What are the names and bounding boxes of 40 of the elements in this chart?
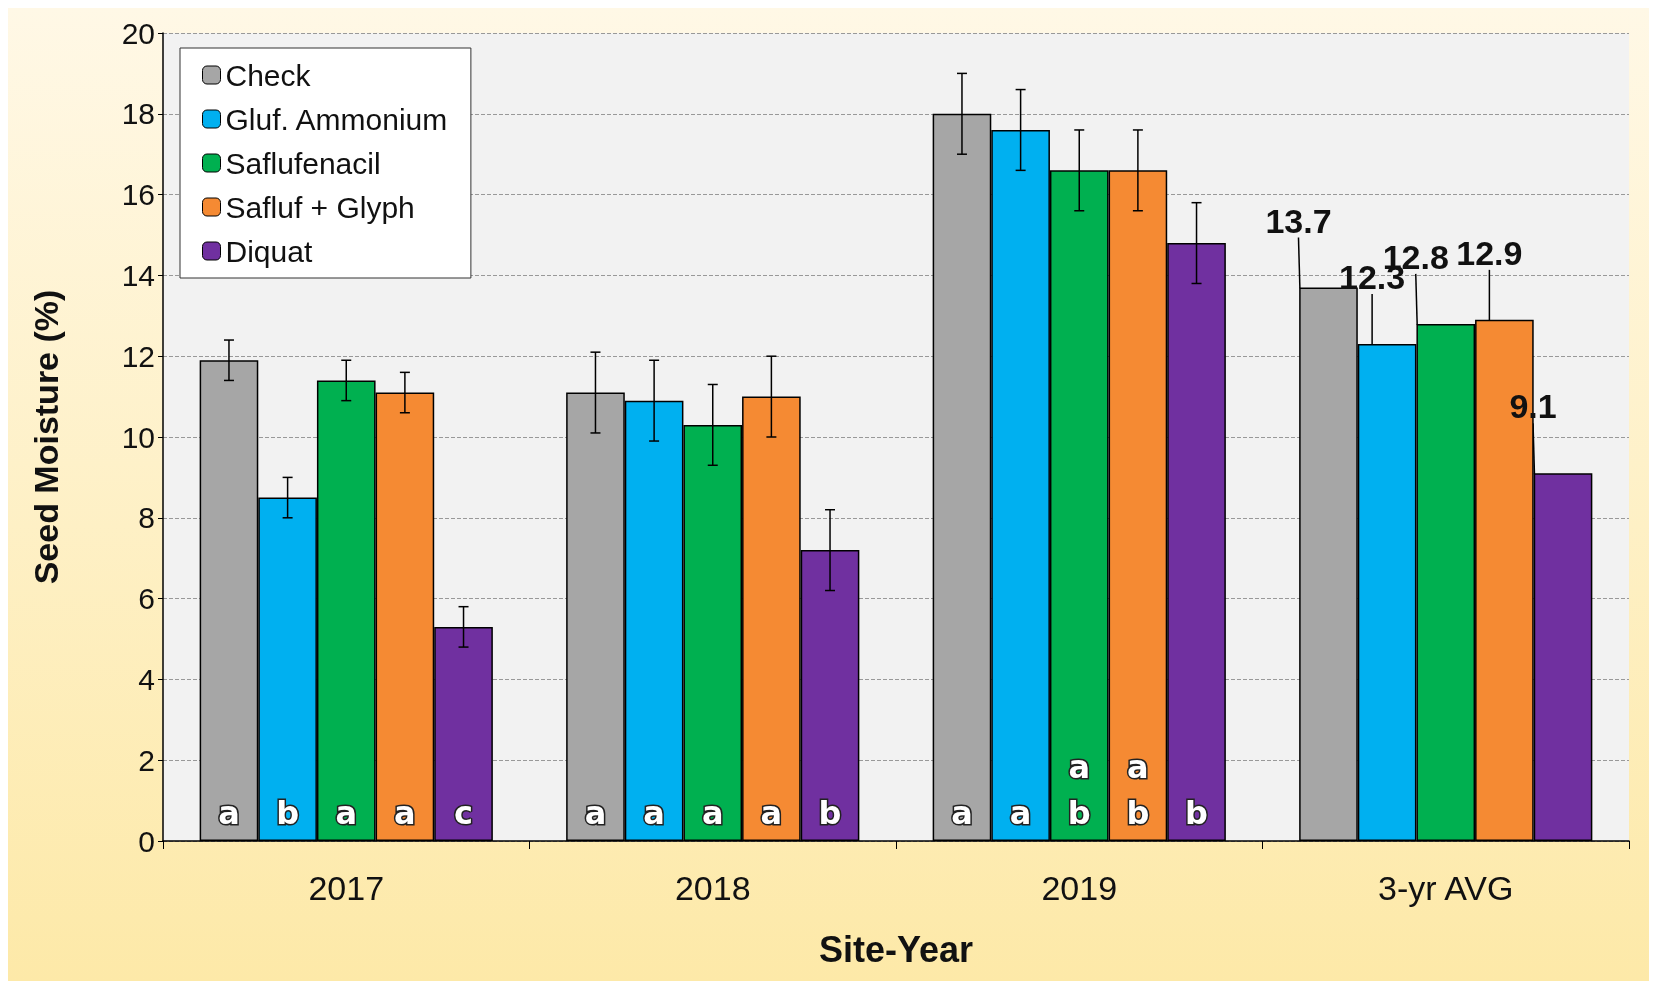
data-label: b <box>276 794 300 832</box>
data-label: a <box>218 794 240 832</box>
data-label: a <box>951 794 973 832</box>
y-tick-label: 18 <box>121 97 155 131</box>
data-label: a <box>643 794 665 832</box>
data-label: a <box>701 794 724 832</box>
data-label: b <box>818 794 842 832</box>
y-tick-label: 10 <box>121 420 155 454</box>
y-tick-label: 2 <box>138 743 155 777</box>
data-label: a <box>760 794 783 832</box>
x-tick-label: 2018 <box>674 869 751 907</box>
y-tick-label: 14 <box>121 258 155 292</box>
x-axis-title: Site-Year <box>818 928 974 970</box>
data-label: c <box>454 794 474 832</box>
data-label: 9.1 <box>1509 387 1557 426</box>
data-label: a b <box>1067 748 1091 832</box>
data-label: a <box>1009 794 1032 832</box>
data-label: a <box>584 794 607 832</box>
data-label: 12.9 <box>1456 233 1523 272</box>
y-tick-label: 8 <box>138 501 155 535</box>
y-tick-label: 12 <box>121 339 155 373</box>
y-axis-title: Seed Moisture (%) <box>27 289 65 585</box>
legend-label: Diquat <box>225 234 313 268</box>
y-tick-label: 4 <box>138 662 155 696</box>
legend-label: Check <box>225 58 312 92</box>
x-tick-label: 2019 <box>1041 869 1118 907</box>
y-tick-label: 16 <box>121 178 155 212</box>
data-label: a b <box>1126 748 1150 832</box>
legend-label: Saflufenacil <box>225 146 381 180</box>
x-tick-label: 3-yr AVG <box>1378 869 1514 907</box>
data-label: 13.7 <box>1265 201 1332 240</box>
data-label: b <box>1185 794 1208 832</box>
legend-label: Gluf. Ammonium <box>225 102 448 136</box>
y-tick-label: 0 <box>138 824 155 858</box>
y-tick-label: 6 <box>138 582 155 616</box>
data-label: a <box>335 794 358 832</box>
legend-label: Safluf + Glyph <box>225 190 415 224</box>
y-tick-label: 20 <box>121 16 155 50</box>
x-tick-label: 2017 <box>308 869 385 907</box>
data-label: a <box>394 794 416 832</box>
